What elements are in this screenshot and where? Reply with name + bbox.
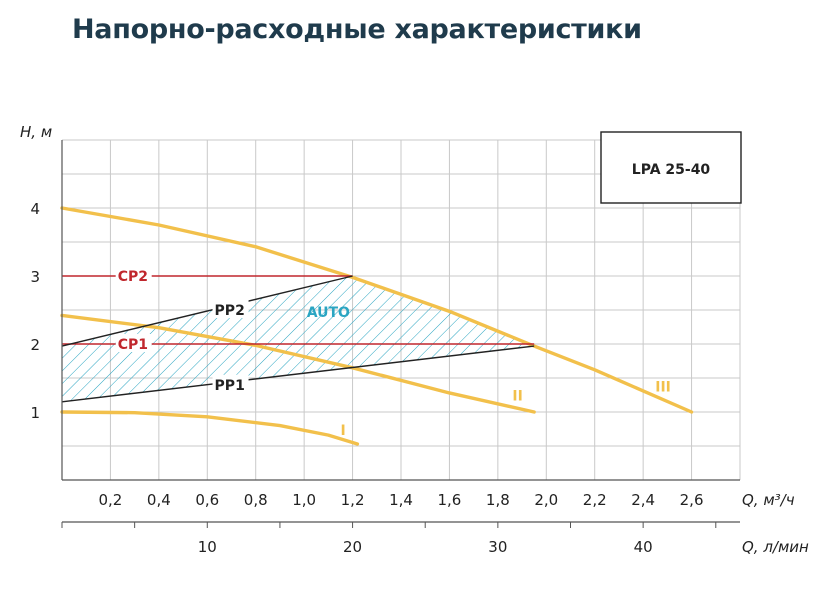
- curves-layer: [60, 206, 694, 446]
- y-tick-label: 4: [30, 200, 40, 218]
- x-tick-label: 0,6: [195, 491, 219, 509]
- x-secondary-tick-label: 10: [198, 538, 217, 556]
- x-tick-label: 2,0: [534, 491, 558, 509]
- model-label: LPA 25-40: [632, 162, 711, 178]
- control-label-cp2: CP2: [118, 269, 148, 285]
- curve-label-ii: II: [512, 388, 522, 404]
- page-title: Напорно-расходные характеристики: [72, 14, 642, 45]
- curve-iii: [60, 206, 694, 414]
- control-label-pp1: PP1: [215, 378, 245, 394]
- x-tick-label: 0,2: [98, 491, 122, 509]
- model-box: [600, 131, 742, 204]
- x-tick-label: 1,8: [486, 491, 510, 509]
- control-label-bg: [212, 374, 249, 393]
- x-tick-label: 1,6: [437, 491, 461, 509]
- curve-i: [60, 410, 360, 446]
- region-label-auto: AUTO: [307, 305, 350, 321]
- control-lines-layer: [61, 275, 535, 403]
- x-tick-label: 2,6: [680, 491, 704, 509]
- control-label-bg: [212, 300, 249, 318]
- x-secondary-tick-label: 20: [343, 538, 362, 556]
- y-tick-label: 3: [30, 268, 40, 286]
- control-label-bg: [115, 334, 152, 352]
- x-secondary-tick-label: 30: [488, 538, 507, 556]
- x-secondary-tick-label: 40: [634, 538, 653, 556]
- y-axis-label: H, м: [20, 123, 52, 141]
- auto-region-layer: [62, 276, 535, 402]
- x-tick-label: 0,4: [147, 491, 171, 509]
- y-tick-label: 1: [30, 404, 40, 422]
- control-line-pp1: [61, 345, 535, 403]
- curve-label-iii: III: [655, 380, 671, 396]
- control-line-pp2: [61, 275, 353, 347]
- control-label-pp2: PP2: [215, 303, 245, 319]
- control-label-cp1: CP1: [118, 337, 148, 353]
- curve-ii: [60, 313, 536, 414]
- control-label-bg: [115, 266, 152, 284]
- x-tick-label: 2,2: [583, 491, 607, 509]
- x-tick-label: 1,0: [292, 491, 316, 509]
- x-tick-label: 2,4: [631, 491, 655, 509]
- curve-label-i: I: [340, 423, 345, 439]
- x-tick-label: 1,4: [389, 491, 413, 509]
- axes: 1 2 3 4 H, м 0,2 0,4 0,6 0,8 1,0 1,2 1,4 1,6 1,8 2,0 2,…: [20, 123, 809, 556]
- y-tick-label: 2: [30, 336, 40, 354]
- x-axis-label-secondary: Q, л/мин: [742, 538, 809, 556]
- x-axis-label-primary: Q, м³/ч: [742, 491, 795, 509]
- x-tick-label: 0,8: [244, 491, 268, 509]
- auto-region: [62, 276, 535, 402]
- x-tick-label: 1,2: [341, 491, 365, 509]
